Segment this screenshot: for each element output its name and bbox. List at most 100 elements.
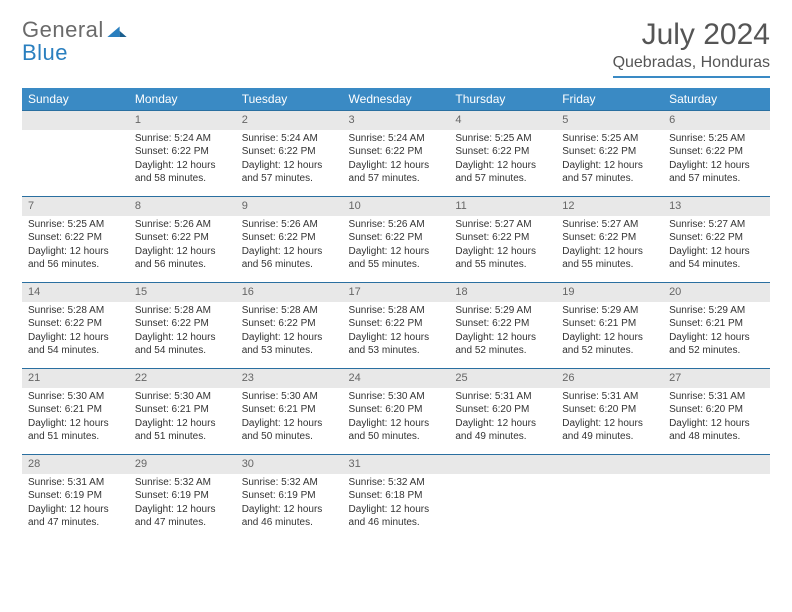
calendar-table: Sunday Monday Tuesday Wednesday Thursday…: [22, 88, 770, 540]
day-number: 16: [236, 282, 343, 302]
sunset-text: Sunset: 6:20 PM: [562, 403, 657, 417]
day-content: Sunrise: 5:28 AMSunset: 6:22 PMDaylight:…: [129, 302, 236, 362]
sunset-text: Sunset: 6:22 PM: [562, 145, 657, 159]
weekday-header: Sunday: [22, 88, 129, 110]
weekday-header: Thursday: [449, 88, 556, 110]
sunrise-text: Sunrise: 5:27 AM: [669, 218, 764, 232]
sunset-text: Sunset: 6:22 PM: [242, 231, 337, 245]
sunrise-text: Sunrise: 5:28 AM: [242, 304, 337, 318]
sunrise-text: Sunrise: 5:26 AM: [135, 218, 230, 232]
sunrise-text: Sunrise: 5:31 AM: [28, 476, 123, 490]
calendar-week-row: 7Sunrise: 5:25 AMSunset: 6:22 PMDaylight…: [22, 196, 770, 282]
page-header: GeneralBlue July 2024 Quebradas, Hondura…: [22, 18, 770, 78]
daylight-text: Daylight: 12 hours and 46 minutes.: [242, 503, 337, 530]
calendar-day-cell: 22Sunrise: 5:30 AMSunset: 6:21 PMDayligh…: [129, 368, 236, 454]
daylight-text: Daylight: 12 hours and 53 minutes.: [242, 331, 337, 358]
sunrise-text: Sunrise: 5:27 AM: [455, 218, 550, 232]
calendar-day-cell: [449, 454, 556, 540]
day-number: 25: [449, 368, 556, 388]
sunset-text: Sunset: 6:22 PM: [135, 317, 230, 331]
brand-part1: General: [22, 17, 104, 42]
calendar-day-cell: 28Sunrise: 5:31 AMSunset: 6:19 PMDayligh…: [22, 454, 129, 540]
day-number: 24: [343, 368, 450, 388]
calendar-day-cell: 23Sunrise: 5:30 AMSunset: 6:21 PMDayligh…: [236, 368, 343, 454]
calendar-day-cell: 12Sunrise: 5:27 AMSunset: 6:22 PMDayligh…: [556, 196, 663, 282]
daylight-text: Daylight: 12 hours and 50 minutes.: [242, 417, 337, 444]
calendar-day-cell: 30Sunrise: 5:32 AMSunset: 6:19 PMDayligh…: [236, 454, 343, 540]
day-content: Sunrise: 5:29 AMSunset: 6:21 PMDaylight:…: [556, 302, 663, 362]
calendar-day-cell: 13Sunrise: 5:27 AMSunset: 6:22 PMDayligh…: [663, 196, 770, 282]
day-number: 31: [343, 454, 450, 474]
sunset-text: Sunset: 6:22 PM: [28, 317, 123, 331]
calendar-week-row: 1Sunrise: 5:24 AMSunset: 6:22 PMDaylight…: [22, 110, 770, 196]
sunrise-text: Sunrise: 5:25 AM: [562, 132, 657, 146]
sunrise-text: Sunrise: 5:28 AM: [28, 304, 123, 318]
calendar-day-cell: 4Sunrise: 5:25 AMSunset: 6:22 PMDaylight…: [449, 110, 556, 196]
daylight-text: Daylight: 12 hours and 55 minutes.: [562, 245, 657, 272]
day-number: 26: [556, 368, 663, 388]
sunrise-text: Sunrise: 5:31 AM: [455, 390, 550, 404]
day-number: 19: [556, 282, 663, 302]
calendar-day-cell: 27Sunrise: 5:31 AMSunset: 6:20 PMDayligh…: [663, 368, 770, 454]
daylight-text: Daylight: 12 hours and 54 minutes.: [669, 245, 764, 272]
sunrise-text: Sunrise: 5:32 AM: [135, 476, 230, 490]
daylight-text: Daylight: 12 hours and 48 minutes.: [669, 417, 764, 444]
sunset-text: Sunset: 6:22 PM: [455, 145, 550, 159]
day-content: Sunrise: 5:32 AMSunset: 6:18 PMDaylight:…: [343, 474, 450, 534]
daylight-text: Daylight: 12 hours and 58 minutes.: [135, 159, 230, 186]
daylight-text: Daylight: 12 hours and 57 minutes.: [562, 159, 657, 186]
daylight-text: Daylight: 12 hours and 55 minutes.: [455, 245, 550, 272]
day-number: 23: [236, 368, 343, 388]
sunset-text: Sunset: 6:22 PM: [349, 231, 444, 245]
daylight-text: Daylight: 12 hours and 52 minutes.: [562, 331, 657, 358]
sunrise-text: Sunrise: 5:30 AM: [28, 390, 123, 404]
sunset-text: Sunset: 6:22 PM: [135, 145, 230, 159]
sunrise-text: Sunrise: 5:24 AM: [349, 132, 444, 146]
day-content: Sunrise: 5:27 AMSunset: 6:22 PMDaylight:…: [449, 216, 556, 276]
calendar-day-cell: [663, 454, 770, 540]
day-number: 20: [663, 282, 770, 302]
day-number: 4: [449, 110, 556, 130]
day-number: 1: [129, 110, 236, 130]
sunrise-text: Sunrise: 5:32 AM: [349, 476, 444, 490]
sunset-text: Sunset: 6:22 PM: [242, 145, 337, 159]
day-number: 22: [129, 368, 236, 388]
calendar-day-cell: 26Sunrise: 5:31 AMSunset: 6:20 PMDayligh…: [556, 368, 663, 454]
calendar-day-cell: 14Sunrise: 5:28 AMSunset: 6:22 PMDayligh…: [22, 282, 129, 368]
sunset-text: Sunset: 6:20 PM: [669, 403, 764, 417]
day-content: Sunrise: 5:30 AMSunset: 6:21 PMDaylight:…: [129, 388, 236, 448]
sunset-text: Sunset: 6:19 PM: [135, 489, 230, 503]
sunrise-text: Sunrise: 5:25 AM: [669, 132, 764, 146]
daylight-text: Daylight: 12 hours and 50 minutes.: [349, 417, 444, 444]
weekday-header: Friday: [556, 88, 663, 110]
sunrise-text: Sunrise: 5:26 AM: [242, 218, 337, 232]
sunset-text: Sunset: 6:22 PM: [135, 231, 230, 245]
sunrise-text: Sunrise: 5:29 AM: [669, 304, 764, 318]
daylight-text: Daylight: 12 hours and 51 minutes.: [28, 417, 123, 444]
day-number-empty: [449, 454, 556, 474]
day-number: 5: [556, 110, 663, 130]
day-number: 13: [663, 196, 770, 216]
weekday-header: Saturday: [663, 88, 770, 110]
day-content: Sunrise: 5:24 AMSunset: 6:22 PMDaylight:…: [236, 130, 343, 190]
sunset-text: Sunset: 6:21 PM: [669, 317, 764, 331]
sunset-text: Sunset: 6:22 PM: [455, 317, 550, 331]
day-content: Sunrise: 5:28 AMSunset: 6:22 PMDaylight:…: [343, 302, 450, 362]
weekday-header: Monday: [129, 88, 236, 110]
day-content: Sunrise: 5:25 AMSunset: 6:22 PMDaylight:…: [22, 216, 129, 276]
day-content: Sunrise: 5:32 AMSunset: 6:19 PMDaylight:…: [236, 474, 343, 534]
calendar-day-cell: 8Sunrise: 5:26 AMSunset: 6:22 PMDaylight…: [129, 196, 236, 282]
day-content: Sunrise: 5:25 AMSunset: 6:22 PMDaylight:…: [663, 130, 770, 190]
brand-part2: Blue: [22, 40, 68, 65]
day-content: Sunrise: 5:31 AMSunset: 6:20 PMDaylight:…: [449, 388, 556, 448]
sunset-text: Sunset: 6:22 PM: [669, 145, 764, 159]
sunset-text: Sunset: 6:22 PM: [562, 231, 657, 245]
calendar-day-cell: 7Sunrise: 5:25 AMSunset: 6:22 PMDaylight…: [22, 196, 129, 282]
calendar-day-cell: 11Sunrise: 5:27 AMSunset: 6:22 PMDayligh…: [449, 196, 556, 282]
sunset-text: Sunset: 6:22 PM: [242, 317, 337, 331]
day-number: 6: [663, 110, 770, 130]
title-block: July 2024 Quebradas, Honduras: [613, 18, 770, 78]
sunrise-text: Sunrise: 5:26 AM: [349, 218, 444, 232]
calendar-day-cell: 24Sunrise: 5:30 AMSunset: 6:20 PMDayligh…: [343, 368, 450, 454]
calendar-day-cell: 10Sunrise: 5:26 AMSunset: 6:22 PMDayligh…: [343, 196, 450, 282]
